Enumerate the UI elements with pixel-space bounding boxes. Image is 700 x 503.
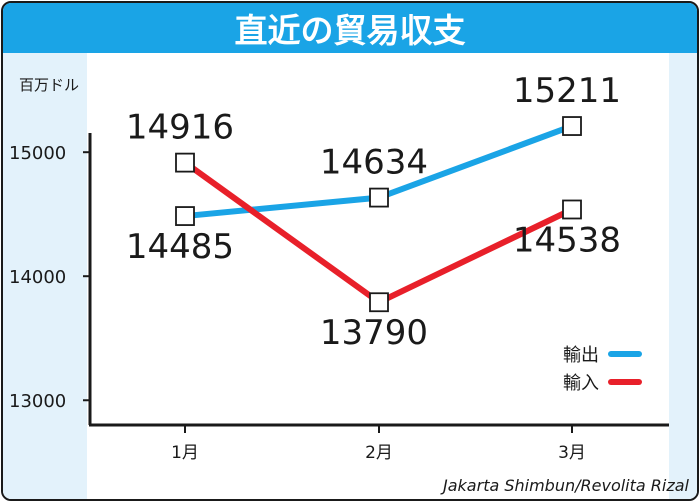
data-point-marker xyxy=(175,152,195,173)
data-label: 14916 xyxy=(126,108,234,148)
data-label: 13790 xyxy=(320,313,428,353)
data-label: 14634 xyxy=(320,143,428,183)
y-tick-label: 13000 xyxy=(9,391,66,412)
data-label: 14485 xyxy=(126,227,234,267)
y-tick-label: 15000 xyxy=(9,143,66,164)
y-axis-ticks: 13000 14000 15000 xyxy=(9,143,90,412)
data-point-marker xyxy=(369,187,389,208)
y-axis-label: 百万ドル xyxy=(19,76,79,94)
title-bar xyxy=(3,3,697,53)
chart-title: 直近の貿易収支 xyxy=(235,11,466,50)
x-tick-label: 3月 xyxy=(558,443,586,463)
plot-background-right xyxy=(669,53,697,499)
data-point-marker xyxy=(562,199,582,220)
x-tick-label: 2月 xyxy=(365,443,393,463)
data-label: 14538 xyxy=(513,220,621,260)
x-axis-ticks: 1月 2月 3月 xyxy=(171,425,586,463)
data-labels: 14485 14634 15211 14916 13790 14538 xyxy=(126,71,621,353)
legend-label: 輸入 xyxy=(563,373,599,394)
x-tick-label: 1月 xyxy=(171,443,199,463)
y-tick-label: 14000 xyxy=(9,267,66,288)
data-point-marker xyxy=(175,206,195,226)
plot-background-left xyxy=(3,53,87,499)
source-credit: Jakarta Shimbun/Revolita Rizal xyxy=(440,476,690,495)
data-markers xyxy=(175,116,582,313)
legend-label: 輸出 xyxy=(563,345,599,366)
data-point-marker xyxy=(369,292,389,313)
data-label: 15211 xyxy=(513,71,621,111)
line-chart: 直近の貿易収支 百万ドル 13000 14000 15000 1月 2月 3月 1448… xyxy=(3,3,697,499)
data-point-marker xyxy=(562,116,582,136)
